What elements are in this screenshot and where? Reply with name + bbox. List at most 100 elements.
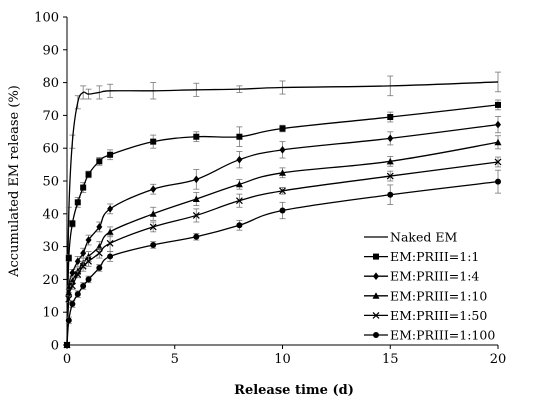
y-tick-label: 90: [42, 43, 59, 58]
legend-entry: EM:PRIII=1:100: [364, 328, 495, 343]
marker-triangle: [494, 138, 502, 146]
marker-triangle: [235, 180, 243, 188]
marker-triangle: [386, 157, 394, 165]
marker-circle: [495, 178, 501, 185]
marker-diamond: [96, 223, 103, 231]
marker-square: [236, 133, 243, 140]
y-tick-label: 40: [42, 207, 59, 222]
y-tick-label: 20: [42, 273, 59, 288]
y-tick-label: 100: [34, 11, 59, 26]
marker-cross: [95, 249, 103, 257]
legend-entry: EM:PRIII=1:50: [364, 308, 487, 323]
marker-diamond: [74, 257, 81, 266]
legend-entry: EM:PRIII=1:4: [364, 269, 479, 284]
legend-label: EM:PRIII=1:4: [390, 269, 479, 284]
marker-diamond: [373, 272, 379, 280]
marker-diamond: [193, 175, 200, 184]
legend: Naked EM EM:PRIII=1:1 EM:PRIII=1:4 EM:PRIII…: [364, 230, 495, 343]
marker-circle: [373, 332, 379, 338]
legend-entry: Naked EM: [364, 230, 457, 245]
marker-circle: [150, 241, 157, 248]
series-1: [65, 71, 501, 346]
marker-cross: [192, 212, 200, 219]
y-axis-ticks: 0 10 20 30 40 50 60 70 80 90 100: [34, 11, 67, 354]
x-tick-label: 15: [382, 352, 399, 367]
x-tick-label: 10: [274, 352, 291, 367]
marker-cross: [235, 197, 243, 205]
series-line: [66, 123, 499, 346]
marker-diamond: [279, 146, 286, 154]
marker-square: [85, 171, 92, 178]
marker-square: [150, 138, 157, 145]
marker-cross: [85, 257, 92, 265]
series-4: [63, 135, 502, 348]
marker-cross: [386, 172, 394, 180]
marker-circle: [236, 222, 243, 229]
marker-cross: [79, 262, 87, 270]
y-tick-label: 50: [42, 175, 59, 190]
x-tick-label: 0: [63, 352, 71, 367]
marker-circle: [107, 253, 114, 260]
marker-diamond: [150, 185, 157, 193]
x-tick-label: 20: [490, 352, 507, 367]
legend-label: EM:PRIII=1:1: [390, 249, 479, 264]
marker-cross: [106, 239, 114, 247]
marker-square: [495, 101, 501, 108]
marker-circle: [193, 233, 200, 240]
legend-label: EM:PRIII=1:10: [390, 288, 487, 303]
legend-label: Naked EM: [390, 230, 457, 245]
marker-square: [387, 114, 394, 121]
plot-area: [63, 71, 502, 349]
marker-circle: [65, 317, 72, 324]
x-axis-ticks: 0 5 10 15 20: [63, 345, 506, 367]
legend-label: EM:PRIII=1:50: [390, 308, 487, 323]
marker-diamond: [387, 134, 394, 143]
marker-circle: [74, 291, 81, 298]
x-tick-label: 5: [171, 352, 179, 367]
y-axis-title: Accumulated EM release (%): [7, 85, 22, 278]
legend-label: EM:PRIII=1:100: [390, 328, 495, 343]
marker-triangle: [192, 195, 200, 203]
marker-diamond: [80, 249, 87, 257]
series-line: [66, 81, 499, 346]
marker-diamond: [236, 155, 243, 164]
marker-triangle: [65, 289, 73, 296]
marker-square: [80, 184, 87, 191]
marker-triangle: [149, 210, 157, 217]
marker-square: [373, 253, 379, 260]
legend-entry: EM:PRIII=1:1: [364, 249, 479, 264]
y-tick-label: 80: [42, 76, 59, 91]
marker-cross: [372, 311, 380, 319]
marker-circle: [69, 301, 76, 307]
y-tick-label: 60: [42, 142, 59, 157]
y-tick-label: 30: [42, 240, 59, 255]
marker-circle: [96, 264, 103, 271]
y-tick-label: 10: [42, 306, 59, 321]
series-line: [66, 141, 499, 346]
marker-square: [65, 255, 72, 262]
series-6: [64, 169, 501, 348]
marker-cross: [68, 282, 76, 290]
marker-circle: [387, 191, 394, 198]
marker-triangle: [372, 292, 380, 299]
marker-square: [96, 158, 103, 165]
y-tick-label: 0: [51, 339, 59, 354]
x-axis-title: Release time (d): [234, 383, 354, 398]
marker-triangle: [106, 228, 114, 235]
marker-circle: [85, 276, 92, 283]
marker-diamond: [107, 205, 114, 213]
marker-cross: [494, 158, 502, 166]
y-tick-label: 70: [42, 109, 59, 124]
marker-square: [74, 199, 81, 206]
marker-square: [107, 151, 114, 158]
marker-square: [279, 125, 286, 132]
marker-circle: [80, 282, 87, 289]
series-line: [66, 161, 499, 346]
marker-cross: [279, 187, 286, 195]
marker-triangle: [279, 169, 286, 176]
marker-diamond: [69, 269, 76, 277]
marker-square: [193, 133, 200, 140]
marker-circle: [64, 342, 70, 348]
marker-cross: [149, 223, 157, 231]
